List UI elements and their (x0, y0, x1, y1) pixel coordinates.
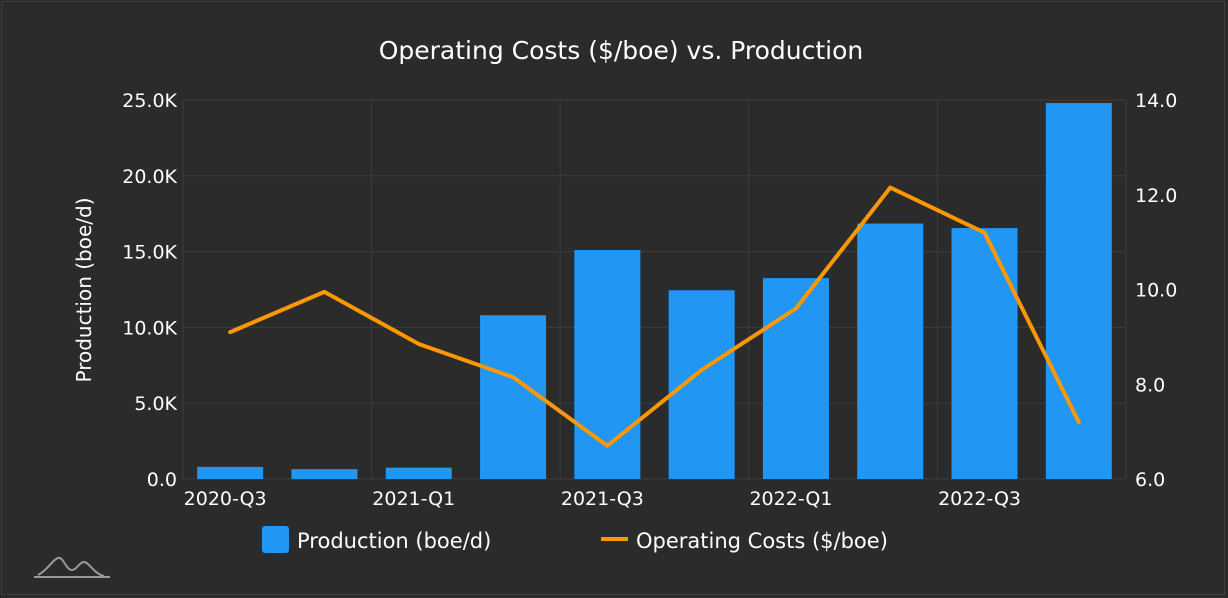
y-right-tick-label: 6.0 (1135, 469, 1165, 491)
bar-production[interactable] (197, 466, 264, 479)
bar-production[interactable] (762, 278, 829, 479)
bar-production[interactable] (668, 290, 735, 479)
y-right-tick-label: 10.0 (1135, 280, 1177, 302)
y-right-ticks: 6.0 8.0 10.0 12.0 14.0 (1135, 90, 1177, 491)
y-left-tick-label: 25.0K (122, 90, 177, 112)
point-operating-costs[interactable] (322, 289, 327, 294)
chart-title: Operating Costs ($/boe) vs. Production (379, 36, 864, 65)
x-tick-label: 2021-Q3 (561, 488, 644, 510)
legend-label-operating-costs: Operating Costs ($/boe) (636, 529, 888, 553)
point-operating-costs[interactable] (228, 330, 233, 335)
bar-production[interactable] (857, 223, 924, 479)
y-left-tick-label: 0.0 (147, 469, 177, 491)
legend-swatch-production (262, 526, 289, 553)
y-left-ticks: 0.0 5.0K 10.0K 15.0K 20.0K 25.0K (122, 90, 177, 491)
y-left-tick-label: 10.0K (122, 317, 177, 339)
line-operating-costs[interactable] (229, 185, 1081, 448)
mountain-logo-icon (34, 556, 110, 578)
y-left-axis-title: Production (boe/d) (72, 197, 96, 382)
x-tick-label: 2022-Q1 (749, 488, 832, 510)
legend-item-production[interactable]: Production (boe/d) (262, 526, 491, 553)
operating-costs-line (228, 185, 1081, 448)
x-tick-label: 2022-Q3 (938, 488, 1021, 510)
legend-label-production: Production (boe/d) (297, 529, 491, 553)
bar-production[interactable] (385, 467, 452, 479)
y-right-tick-label: 8.0 (1135, 374, 1165, 396)
point-operating-costs[interactable] (888, 185, 893, 190)
point-operating-costs[interactable] (699, 368, 704, 373)
x-ticks: 2020-Q3 2021-Q1 2021-Q3 2022-Q1 2022-Q3 (184, 488, 1021, 510)
x-tick-label: 2020-Q3 (184, 488, 267, 510)
legend-item-operating-costs[interactable]: Operating Costs ($/boe) (601, 529, 888, 553)
point-operating-costs[interactable] (982, 230, 987, 235)
y-left-tick-label: 15.0K (122, 242, 177, 264)
bar-production[interactable] (291, 469, 358, 479)
bar-production[interactable] (1045, 103, 1112, 480)
point-operating-costs[interactable] (605, 443, 610, 448)
y-left-tick-label: 5.0K (134, 393, 177, 415)
y-left-tick-label: 20.0K (122, 166, 177, 188)
point-operating-costs[interactable] (416, 341, 421, 346)
production-bars (197, 103, 1112, 480)
legend: Production (boe/d) Operating Costs ($/bo… (262, 526, 888, 553)
point-operating-costs[interactable] (511, 375, 516, 380)
y-right-tick-label: 12.0 (1135, 185, 1177, 207)
bar-production[interactable] (480, 315, 547, 479)
bar-production[interactable] (574, 250, 641, 479)
bar-production[interactable] (951, 228, 1018, 479)
point-operating-costs[interactable] (793, 306, 798, 311)
point-operating-costs[interactable] (1076, 420, 1081, 425)
x-tick-label: 2021-Q1 (372, 488, 455, 510)
y-right-tick-label: 14.0 (1135, 90, 1177, 112)
